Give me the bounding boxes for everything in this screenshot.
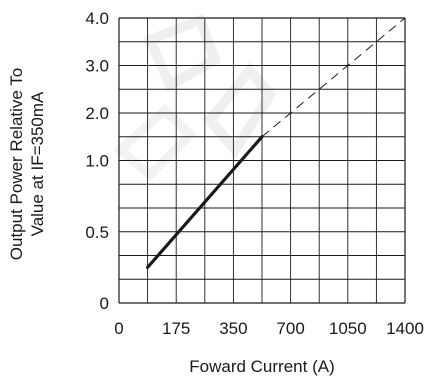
y-tick-label: 1.0 bbox=[85, 152, 109, 171]
y-tick-label: 0.5 bbox=[85, 223, 109, 242]
x-tick-labels: 0 175 350 700 1050 1400 bbox=[114, 319, 424, 338]
watermark-shape-2 bbox=[203, 61, 277, 159]
y-axis-label-line-1: Output Power Relative To bbox=[7, 68, 26, 260]
y-tick-label: 2.0 bbox=[85, 104, 109, 123]
x-tick-label: 175 bbox=[162, 319, 190, 338]
watermark-shape-1 bbox=[143, 13, 222, 93]
y-tick-labels: 0 0.5 1.0 2.0 3.0 4.0 bbox=[85, 9, 109, 313]
y-tick-label: 4.0 bbox=[85, 9, 109, 28]
x-tick-label: 1050 bbox=[329, 319, 367, 338]
y-tick-label: 3.0 bbox=[85, 57, 109, 76]
x-tick-label: 1400 bbox=[386, 319, 424, 338]
watermark bbox=[113, 13, 277, 182]
x-tick-label: 0 bbox=[114, 319, 123, 338]
x-tick-label: 350 bbox=[219, 319, 247, 338]
y-axis-label: Output Power Relative To Value at IF=350… bbox=[7, 68, 47, 260]
plot-lines bbox=[146, 17, 406, 269]
x-tick-label: 700 bbox=[276, 319, 304, 338]
watermark-shape-3 bbox=[113, 103, 197, 182]
series-line-extrapolated bbox=[261, 17, 406, 138]
y-axis-label-line-2: Value at IF=350mA bbox=[28, 91, 47, 236]
series-line-measured bbox=[146, 135, 264, 269]
x-axis-label: Foward Current (A) bbox=[189, 357, 334, 376]
y-tick-label: 0 bbox=[100, 294, 109, 313]
